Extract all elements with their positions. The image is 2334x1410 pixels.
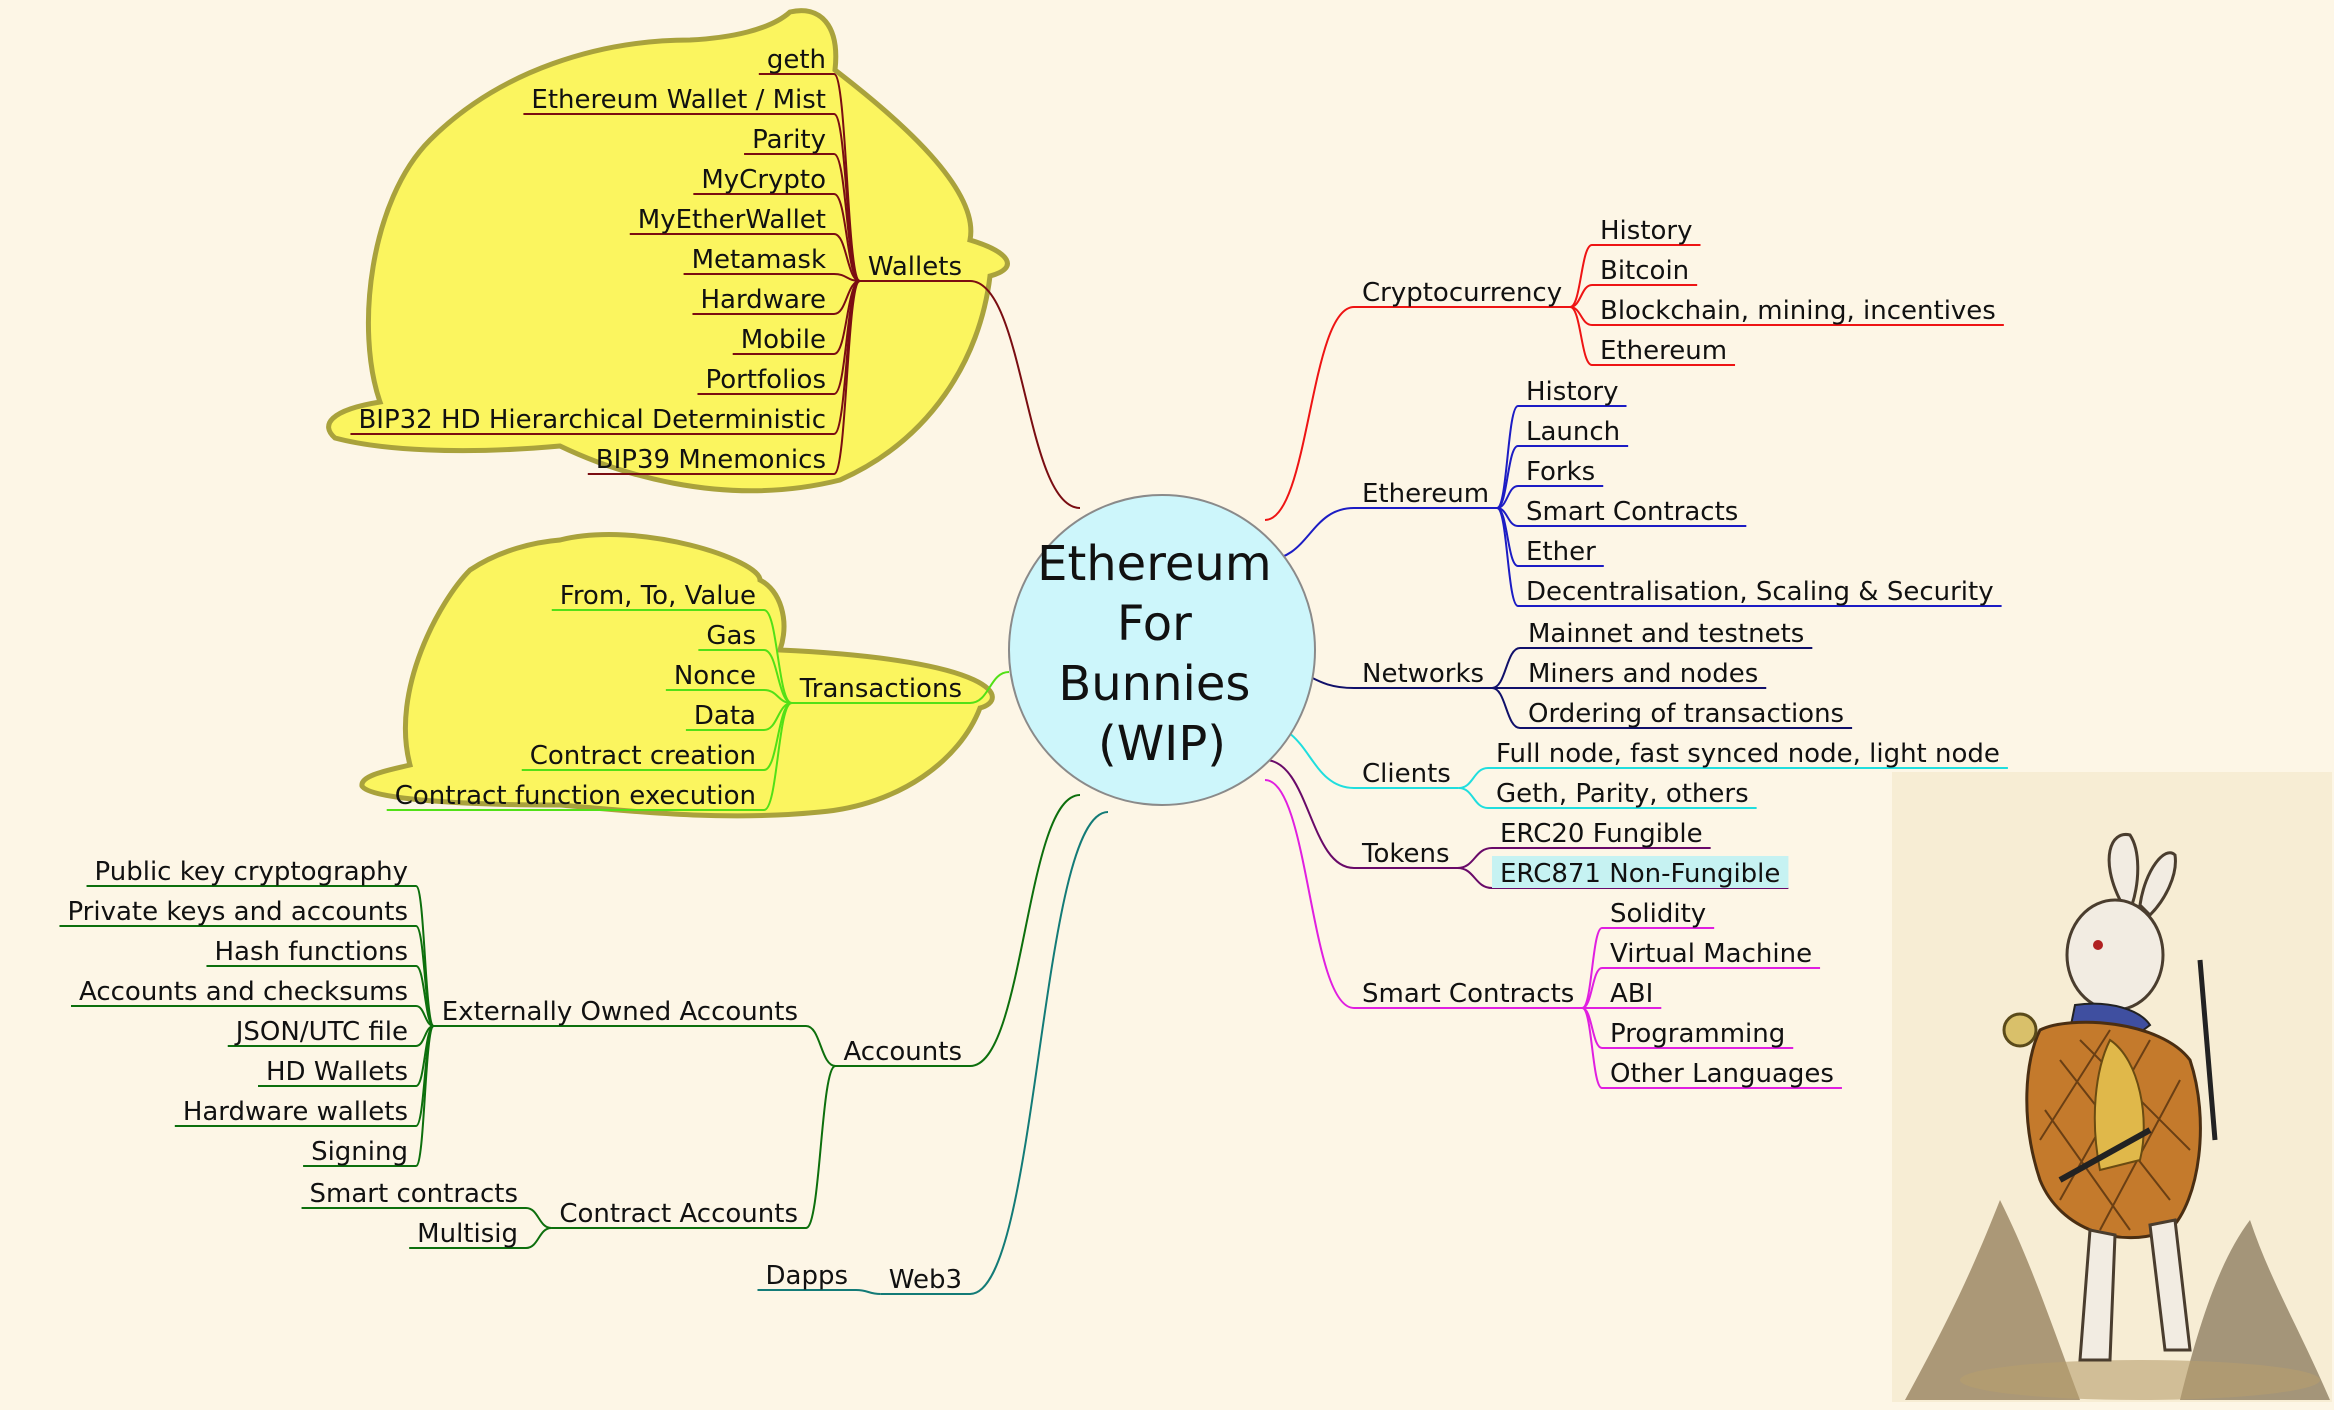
node-wallets-bip32-hd-hierarchical-deterministic[interactable]: BIP32 HD Hierarchical Deterministic — [358, 405, 826, 435]
connector-line — [1458, 848, 1492, 868]
node-externally-owned-accounts-hash-functions[interactable]: Hash functions — [214, 937, 408, 967]
node-transactions-gas[interactable]: Gas — [706, 621, 756, 651]
node-externally-owned-accounts-private-keys-and-accounts[interactable]: Private keys and accounts — [67, 897, 408, 927]
node-smart-contracts-solidity[interactable]: Solidity — [1610, 899, 1706, 929]
node-tokens-erc20-fungible[interactable]: ERC20 Fungible — [1500, 819, 1703, 849]
node-cryptocurrency-blockchain-mining-incentives[interactable]: Blockchain, mining, incentives — [1600, 296, 1996, 326]
node-wallets-ethereum-wallet-mist[interactable]: Ethereum Wallet / Mist — [531, 85, 826, 115]
branch-clients[interactable]: Clients — [1362, 759, 1451, 789]
connector-line — [1459, 788, 1488, 808]
node-wallets-myetherwallet[interactable]: MyEtherWallet — [638, 205, 826, 235]
branch-ethereum[interactable]: Ethereum — [1362, 479, 1489, 509]
node-ethereum-decentralisation-scaling-security[interactable]: Decentralisation, Scaling & Security — [1526, 577, 1994, 607]
edge-accounts — [970, 795, 1080, 1066]
node-transactions-contract-function-execution[interactable]: Contract function execution — [395, 781, 756, 811]
branch-tokens[interactable]: Tokens — [1361, 839, 1450, 869]
connector-line — [1492, 648, 1520, 688]
branch-wallets[interactable]: Wallets — [868, 252, 962, 282]
node-cryptocurrency-bitcoin[interactable]: Bitcoin — [1600, 256, 1689, 286]
edge-wallets — [970, 281, 1080, 508]
node-smart-contracts-other-languages[interactable]: Other Languages — [1610, 1059, 1834, 1089]
node-networks-miners-and-nodes[interactable]: Miners and nodes — [1528, 659, 1758, 689]
node-contract-accounts-multisig[interactable]: Multisig — [417, 1219, 518, 1249]
node-wallets-bip39-mnemonics[interactable]: BIP39 Mnemonics — [596, 445, 826, 475]
node-ethereum-forks[interactable]: Forks — [1526, 457, 1595, 487]
branch-smart-contracts[interactable]: Smart Contracts — [1362, 979, 1574, 1009]
connector-line — [416, 886, 434, 1026]
branch-web3[interactable]: Web3 — [889, 1265, 962, 1295]
node-smart-contracts-programming[interactable]: Programming — [1610, 1019, 1785, 1049]
node-wallets-hardware[interactable]: Hardware — [700, 285, 826, 315]
node-externally-owned-accounts-public-key-cryptography[interactable]: Public key cryptography — [95, 857, 408, 887]
connector-line — [856, 1290, 881, 1294]
node-externally-owned-accounts-accounts-and-checksums[interactable]: Accounts and checksums — [79, 977, 408, 1007]
edge-web3 — [970, 812, 1108, 1294]
connector-line — [806, 1066, 835, 1228]
connector-line — [1492, 688, 1520, 728]
node-cryptocurrency-ethereum[interactable]: Ethereum — [1600, 336, 1727, 366]
node-externally-owned-accounts-hd-wallets[interactable]: HD Wallets — [266, 1057, 408, 1087]
connector-line — [1458, 868, 1492, 888]
connector-line — [1582, 1008, 1602, 1088]
connector-line — [526, 1228, 551, 1248]
branch-networks[interactable]: Networks — [1362, 659, 1484, 689]
branch-accounts[interactable]: Accounts — [843, 1037, 962, 1067]
node-transactions-contract-creation[interactable]: Contract creation — [530, 741, 756, 771]
node-clients-full-node-fast-synced-node-light-node[interactable]: Full node, fast synced node, light node — [1496, 739, 2000, 769]
branch-contract-accounts[interactable]: Contract Accounts — [559, 1199, 798, 1229]
node-transactions-nonce[interactable]: Nonce — [674, 661, 756, 691]
node-wallets-metamask[interactable]: Metamask — [692, 245, 826, 275]
node-externally-owned-accounts-hardware-wallets[interactable]: Hardware wallets — [183, 1097, 408, 1127]
node-wallets-portfolios[interactable]: Portfolios — [705, 365, 826, 395]
node-networks-mainnet-and-testnets[interactable]: Mainnet and testnets — [1528, 619, 1804, 649]
node-smart-contracts-abi[interactable]: ABI — [1610, 979, 1653, 1009]
connector-line — [1497, 406, 1518, 508]
node-networks-ordering-of-transactions[interactable]: Ordering of transactions — [1528, 699, 1844, 729]
connector-line — [1497, 508, 1518, 606]
branch-transactions[interactable]: Transactions — [799, 674, 962, 704]
node-contract-accounts-smart-contracts[interactable]: Smart contracts — [310, 1179, 518, 1209]
connector-line — [1459, 768, 1488, 788]
node-externally-owned-accounts-json-utc-file[interactable]: JSON/UTC file — [234, 1017, 408, 1047]
node-transactions-from-to-value[interactable]: From, To, Value — [560, 581, 756, 611]
branch-externally-owned-accounts[interactable]: Externally Owned Accounts — [442, 997, 798, 1027]
node-externally-owned-accounts-signing[interactable]: Signing — [311, 1137, 408, 1167]
connector-line — [806, 1026, 835, 1066]
node-wallets-mobile[interactable]: Mobile — [741, 325, 826, 355]
node-ethereum-launch[interactable]: Launch — [1526, 417, 1620, 447]
node-clients-geth-parity-others[interactable]: Geth, Parity, others — [1496, 779, 1749, 809]
node-ethereum-history[interactable]: History — [1526, 377, 1619, 407]
node-wallets-geth[interactable]: geth — [767, 45, 826, 75]
node-cryptocurrency-history[interactable]: History — [1600, 216, 1693, 246]
connector-line — [416, 1026, 434, 1166]
connector-line — [1582, 928, 1602, 1008]
white-rabbit-illustration — [1892, 772, 2332, 1402]
node-transactions-data[interactable]: Data — [694, 701, 756, 731]
node-wallets-parity[interactable]: Parity — [752, 125, 826, 155]
node-web3-dapps[interactable]: Dapps — [765, 1261, 848, 1291]
node-ethereum-ether[interactable]: Ether — [1526, 537, 1596, 567]
node-wallets-mycrypto[interactable]: MyCrypto — [701, 165, 826, 195]
edge-tokens — [1265, 760, 1354, 868]
node-ethereum-smart-contracts[interactable]: Smart Contracts — [1526, 497, 1738, 527]
node-smart-contracts-virtual-machine[interactable]: Virtual Machine — [1610, 939, 1812, 969]
connector-line — [526, 1208, 551, 1228]
node-tokens-erc871-non-fungible[interactable]: ERC871 Non-Fungible — [1500, 859, 1780, 889]
branch-cryptocurrency[interactable]: Cryptocurrency — [1362, 278, 1562, 308]
edge-cryptocurrency — [1265, 307, 1354, 520]
